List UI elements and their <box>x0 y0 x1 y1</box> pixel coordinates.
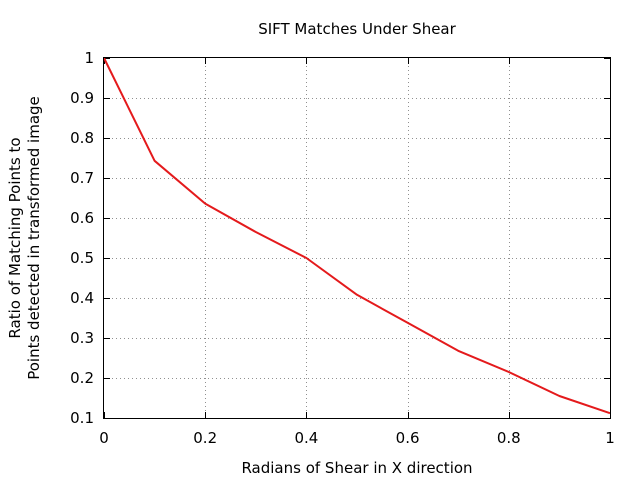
y-tick-label: 0.7 <box>70 169 94 187</box>
y-tick-label: 0.6 <box>70 209 94 227</box>
y-tick-label: 0.3 <box>70 329 94 347</box>
plot-frame <box>103 57 611 419</box>
x-tick-label: 0.2 <box>193 429 217 447</box>
y-axis-label-line-1: Ratio of Matching Points to <box>6 137 24 338</box>
y-tick-label: 0.4 <box>70 289 94 307</box>
grid <box>104 58 610 418</box>
y-axis-label-line-2: Points detected in transformed image <box>25 96 43 380</box>
y-tick-label: 0.8 <box>70 129 94 147</box>
x-tick-label: 0.6 <box>396 429 420 447</box>
tick-labels: 0 0.2 0.4 0.6 0.8 1 0.1 0.2 0.3 0.4 0.5 0.6 0.7 0.8 0.… <box>70 49 615 447</box>
chart-title: SIFT Matches Under Shear <box>258 20 456 38</box>
series-line <box>103 57 611 415</box>
y-tick-label: 1 <box>84 49 94 67</box>
y-tick-label: 0.1 <box>70 409 94 427</box>
y-tick-label: 0.2 <box>70 369 94 387</box>
x-tick-label: 0 <box>99 429 109 447</box>
y-tick-label: 0.9 <box>70 89 94 107</box>
x-tick-label: 0.8 <box>497 429 521 447</box>
series-layer <box>103 57 611 415</box>
x-tick-label: 0.4 <box>294 429 318 447</box>
x-tick-label: 1 <box>605 429 615 447</box>
x-axis-label: Radians of Shear in X direction <box>241 459 472 477</box>
y-tick-label: 0.5 <box>70 249 94 267</box>
axis-ticks <box>104 58 611 419</box>
